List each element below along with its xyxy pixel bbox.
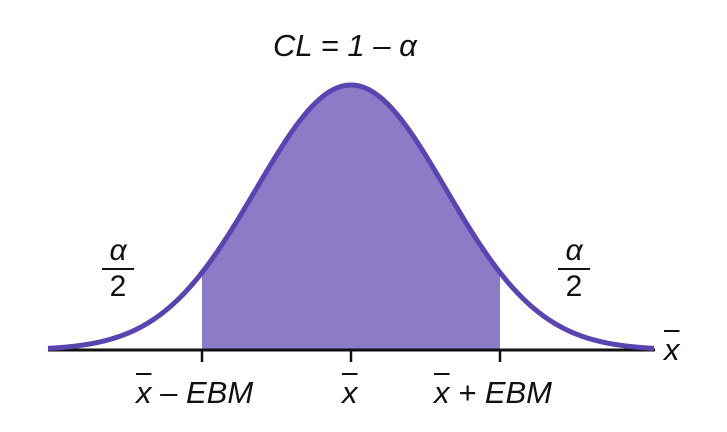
tick-label-center: x — [342, 377, 358, 408]
tick-label-lower: x – EBM — [136, 377, 253, 408]
tick-upper-rest: + EBM — [449, 375, 553, 410]
confidence-level-title: CL = 1 – α — [273, 30, 417, 61]
title-text: CL = 1 – α — [273, 28, 417, 63]
left-fraction-bar — [102, 268, 134, 270]
confidence-region — [202, 85, 500, 350]
normal-curve — [47, 82, 655, 351]
tick-label-upper: x + EBM — [434, 377, 552, 408]
right-tail-numerator: α — [565, 234, 583, 267]
right-tail-fraction: α 2 — [554, 236, 594, 302]
right-fraction-bar — [558, 268, 590, 270]
left-tail-denominator: 2 — [109, 270, 127, 303]
tick-center-symbol: x — [342, 375, 358, 410]
tick-lower-rest: – EBM — [151, 375, 254, 410]
right-tail-denominator: 2 — [565, 270, 583, 303]
tick-upper-symbol: x — [434, 375, 450, 410]
left-tail-fraction: α 2 — [98, 236, 138, 302]
axis-variable-label: x — [664, 334, 680, 365]
tick-lower-symbol: x — [136, 375, 152, 410]
axis-symbol: x — [664, 332, 680, 367]
left-tail-numerator: α — [109, 234, 127, 267]
